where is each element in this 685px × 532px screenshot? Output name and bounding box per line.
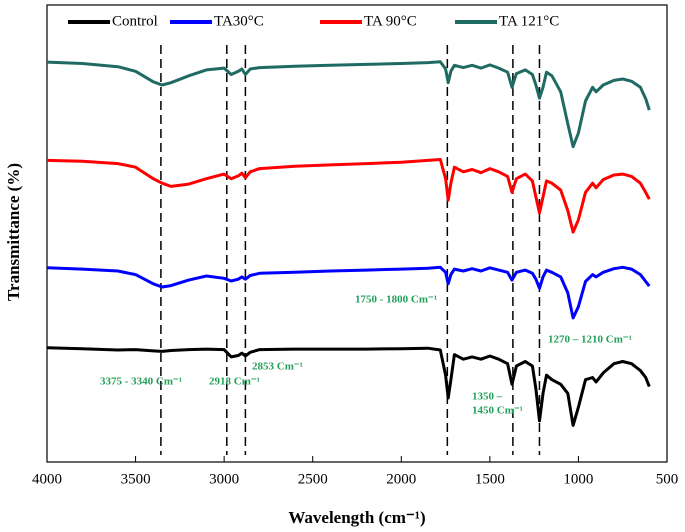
series-line [46,346,651,427]
series-line [46,60,651,149]
plot-frame [46,4,668,463]
x-tick-label: 4000 [32,471,62,487]
x-tick-label: 2500 [298,471,328,487]
legend-label: Control [112,13,158,29]
legend-label: TA 121°C [499,13,559,29]
legend-label: TA 90°C [364,13,417,29]
x-tick-label: 2000 [386,471,416,487]
annotation: 1750 - 1800 Cm⁻¹ [355,294,437,306]
annotation: 1270 – 1210 Cm⁻¹ [548,334,632,346]
x-axis-label: Wavelength (cm⁻¹) [288,508,425,527]
y-axis-label: Transmittance (%) [4,163,23,301]
x-tick-label: 3500 [121,471,151,487]
annotation: 1350 – [472,391,503,403]
series-line [46,158,651,234]
x-tick-label: 1000 [563,471,593,487]
series-line [46,265,651,320]
annotation: 2918 Cm⁻¹ [209,376,260,388]
annotation: 2853 Cm⁻¹ [252,361,303,373]
x-tick-label: 1500 [475,471,505,487]
x-tick-label: 3000 [209,471,239,487]
annotation: 3375 - 3340 Cm⁻¹ [100,376,182,388]
x-tick-label: 500 [656,471,679,487]
legend-label: TA30°C [214,13,264,29]
annotation: 1450 Cm⁻¹ [472,405,523,417]
